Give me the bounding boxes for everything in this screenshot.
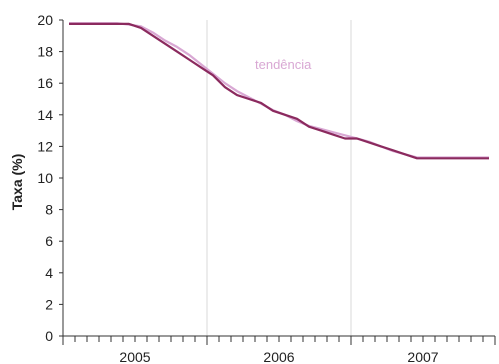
y-tick-label: 18 xyxy=(37,44,53,60)
y-tick-label: 16 xyxy=(37,75,53,91)
y-axis-title: Taxa (%) xyxy=(9,154,25,211)
y-tick-label: 14 xyxy=(37,107,53,123)
x-year-label: 2005 xyxy=(119,349,150,364)
y-tick-label: 2 xyxy=(45,296,53,312)
y-tick-label: 12 xyxy=(37,138,53,154)
observed-series xyxy=(69,22,489,160)
x-year-label: 2007 xyxy=(407,349,438,364)
y-tick-label: 10 xyxy=(37,170,53,186)
trend-series xyxy=(69,22,489,159)
y-tick-labels: 0 2 4 6 8 10 12 14 16 18 20 xyxy=(37,12,53,344)
x-tick-labels: 2005 2006 2007 xyxy=(119,349,438,364)
y-tick-label: 4 xyxy=(45,265,53,281)
trend-line xyxy=(69,22,489,159)
y-tick-label: 20 xyxy=(37,12,53,28)
axes xyxy=(59,19,496,345)
y-tick-label: 0 xyxy=(45,328,53,344)
x-year-label: 2006 xyxy=(263,349,294,364)
trend-annotation: tendência xyxy=(255,57,312,72)
y-tick-label: 6 xyxy=(45,233,53,249)
y-tick-label: 8 xyxy=(45,202,53,218)
observed-line xyxy=(69,22,489,160)
